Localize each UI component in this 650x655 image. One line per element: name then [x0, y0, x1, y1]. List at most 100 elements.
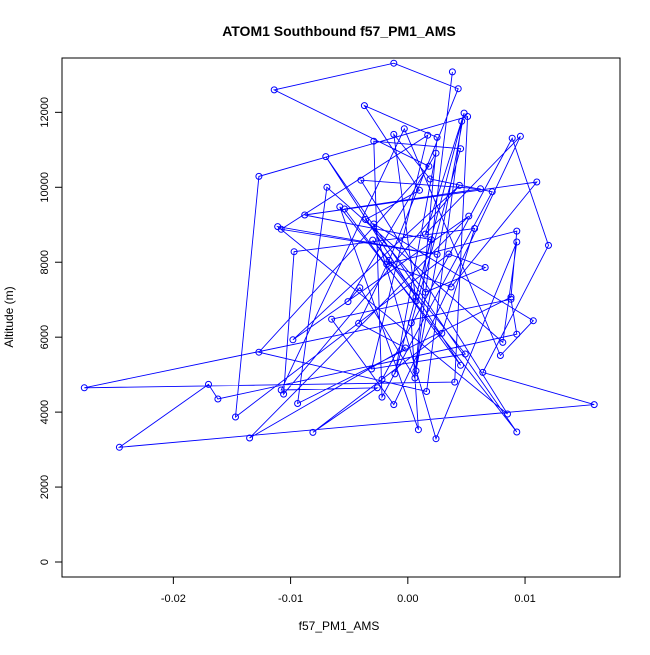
data-point — [277, 386, 285, 394]
data-point — [390, 59, 398, 67]
data-point — [390, 130, 398, 138]
data-point — [488, 188, 496, 196]
data-point — [479, 368, 487, 376]
data-point — [368, 365, 375, 373]
data-point — [451, 378, 459, 386]
data-point — [390, 401, 398, 409]
data-point — [391, 370, 399, 378]
data-point — [438, 329, 446, 337]
data-point — [115, 443, 123, 451]
data-point — [425, 162, 433, 170]
data-point — [513, 227, 521, 235]
data-point — [232, 413, 239, 421]
data-point — [447, 283, 455, 291]
data-point — [454, 85, 462, 93]
data-point — [416, 186, 423, 194]
y-tick-label: 12000 — [39, 97, 51, 128]
data-point — [407, 319, 415, 327]
data-point — [328, 315, 336, 323]
data-point — [471, 225, 479, 232]
data-point — [411, 374, 419, 382]
data-point — [356, 284, 364, 292]
data-point — [402, 344, 409, 352]
data-point — [481, 264, 489, 271]
data-point — [513, 330, 521, 338]
x-axis-label: f57_PM1_AMS — [299, 619, 380, 633]
data-point — [507, 295, 515, 303]
data-point — [445, 250, 453, 258]
data-point — [378, 393, 386, 401]
data-point — [477, 185, 484, 193]
y-axis-label: Altitude (m) — [2, 286, 16, 347]
data-point — [270, 86, 278, 94]
y-tick-label: 4000 — [39, 400, 51, 424]
data-point — [400, 125, 408, 133]
data-point — [370, 220, 378, 228]
y-tick-label: 2000 — [39, 475, 51, 499]
data-point — [424, 131, 432, 139]
y-tick-label: 0 — [39, 559, 51, 565]
data-point — [277, 225, 285, 233]
data-point — [385, 256, 393, 264]
data-point — [421, 230, 429, 238]
data-point — [214, 395, 222, 403]
data-point — [322, 153, 330, 161]
data-point — [341, 205, 348, 213]
y-tick-label: 10000 — [39, 172, 51, 203]
data-point — [323, 183, 331, 191]
data-point — [255, 348, 263, 356]
data-point — [309, 428, 317, 436]
data-point — [461, 350, 469, 358]
data-point — [362, 216, 370, 223]
data-point — [412, 367, 420, 375]
data-point — [378, 376, 386, 383]
data-point — [496, 352, 504, 359]
data-point — [457, 145, 465, 153]
data-point — [80, 384, 88, 392]
data-point — [290, 248, 298, 256]
data-point — [412, 293, 420, 301]
data-point — [373, 384, 381, 392]
series-points-group — [80, 59, 598, 451]
data-point — [355, 319, 363, 327]
data-point — [301, 211, 309, 219]
data-point — [412, 297, 420, 305]
data-point — [513, 238, 521, 246]
data-point — [533, 178, 541, 186]
data-point — [360, 102, 368, 110]
data-point — [427, 236, 435, 244]
data-point — [507, 293, 515, 301]
y-tick-label: 8000 — [39, 250, 51, 274]
data-point — [294, 400, 302, 407]
chart-title: ATOM1 Southbound f57_PM1_AMS — [222, 23, 456, 39]
data-point — [590, 401, 598, 409]
data-point — [369, 236, 377, 244]
data-point — [508, 134, 516, 142]
data-point — [458, 117, 466, 125]
x-tick-label: -0.01 — [278, 593, 303, 605]
data-point — [383, 260, 391, 268]
data-point — [205, 380, 212, 388]
y-axis: 0 2000 4000 6000 8000 10000 12000 — [39, 97, 63, 565]
data-point — [513, 428, 521, 436]
data-point — [545, 241, 552, 249]
data-point — [357, 176, 365, 184]
data-point — [448, 68, 456, 76]
data-point — [426, 175, 434, 183]
data-point — [246, 434, 254, 442]
x-tick-label: 0.01 — [514, 593, 535, 605]
data-point — [433, 133, 441, 141]
data-point — [504, 410, 511, 418]
x-axis: -0.02 -0.01 0.00 0.01 — [161, 576, 536, 605]
data-point — [255, 172, 263, 180]
data-point — [421, 288, 429, 296]
series-line-group — [84, 62, 595, 448]
data-point — [455, 181, 463, 189]
data-point — [432, 435, 440, 443]
data-point — [464, 113, 472, 120]
data-point — [432, 149, 440, 157]
data-point — [289, 336, 297, 344]
data-point — [414, 426, 422, 434]
